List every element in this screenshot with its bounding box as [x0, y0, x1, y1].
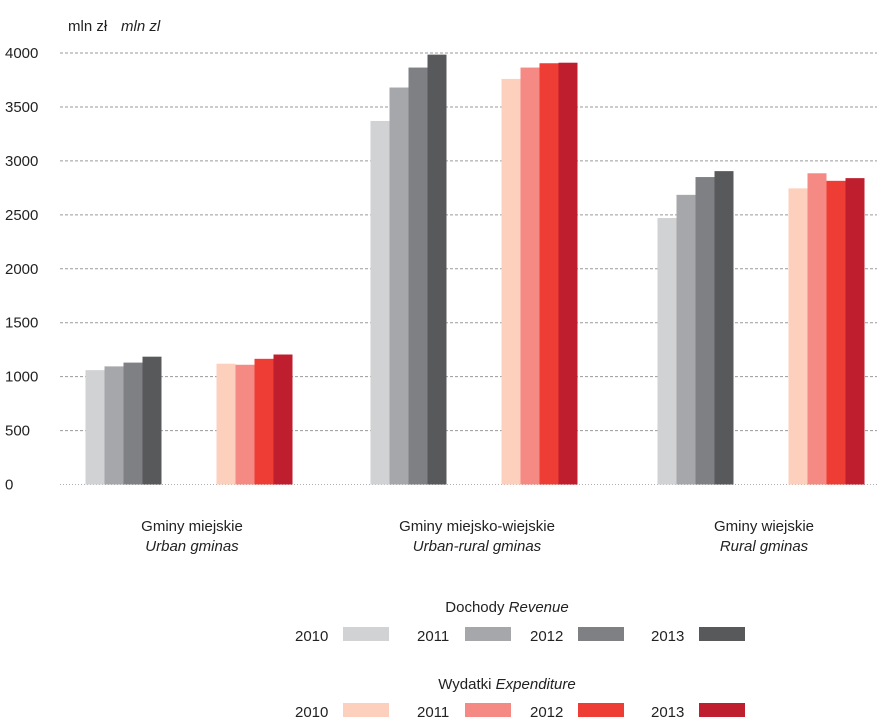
- unit-label: mln zł mln zl: [68, 18, 161, 35]
- category-label-pl: Gminy miejskie: [141, 518, 243, 535]
- legend-year-label: 2010: [295, 704, 328, 720]
- bar-revenue-2013: [427, 54, 447, 485]
- x-axis: Gminy miejskie Urban gminas Gminy miejsko-…: [141, 518, 814, 555]
- legend-year-label: 2012: [530, 704, 563, 720]
- bar-expenditure-2013: [845, 178, 865, 485]
- legend-group-title: Dochody Revenue: [445, 599, 568, 616]
- category-label-en: Rural gminas: [720, 538, 809, 555]
- legend-swatch-expenditure-2010: [343, 703, 389, 717]
- bar-expenditure-2012: [539, 63, 559, 485]
- y-tick-label: 2500: [5, 207, 38, 224]
- legend-year-label: 2012: [530, 628, 563, 645]
- legend-swatch-revenue-2012: [578, 627, 624, 641]
- bar-expenditure-2010: [788, 188, 808, 485]
- bar-expenditure-2012: [254, 358, 274, 485]
- bar-revenue-2010: [370, 120, 390, 485]
- legend-swatch-revenue-2013: [699, 627, 745, 641]
- legend-swatch-expenditure-2012: [578, 703, 624, 717]
- legend-swatch-expenditure-2011: [465, 703, 511, 717]
- legend-group-title: Wydatki Expenditure: [438, 676, 575, 693]
- y-tick-label: 0: [5, 477, 13, 494]
- bar-expenditure-2010: [501, 78, 521, 485]
- bar-revenue-2012: [408, 67, 428, 485]
- bar-expenditure-2011: [235, 364, 255, 485]
- bar-revenue-2010: [85, 370, 105, 485]
- legend-swatch-revenue-2010: [343, 627, 389, 641]
- bar-revenue-2011: [676, 194, 696, 485]
- bar-revenue-2013: [714, 171, 734, 485]
- legend-swatch-revenue-2011: [465, 627, 511, 641]
- bar-expenditure-2011: [807, 173, 827, 485]
- bar-expenditure-2012: [826, 180, 846, 485]
- category-label-pl: Gminy miejsko-wiejskie: [399, 518, 555, 535]
- legend-year-label: 2011: [417, 704, 449, 720]
- legend-year-label: 2011: [417, 628, 449, 645]
- bar-expenditure-2013: [273, 354, 293, 485]
- bar-revenue-2013: [142, 356, 162, 485]
- bars: [85, 54, 865, 485]
- bar-revenue-2011: [389, 87, 409, 485]
- legend-year-label: 2013: [651, 704, 684, 720]
- bar-revenue-2012: [695, 177, 715, 485]
- y-axis: 0 500 1000 1500 2000 2500 3000 3500 4000: [5, 45, 38, 494]
- category-label-pl: Gminy wiejskie: [714, 518, 814, 535]
- bar-revenue-2012: [123, 362, 143, 485]
- bar-revenue-2011: [104, 366, 124, 485]
- bar-revenue-2010: [657, 218, 677, 485]
- bar-expenditure-2013: [558, 62, 578, 485]
- y-tick-label: 500: [5, 423, 30, 440]
- y-tick-label: 4000: [5, 45, 38, 62]
- category-label-en: Urban-rural gminas: [413, 538, 542, 555]
- unit-label-en: mln zl: [121, 18, 161, 35]
- category-label-en: Urban gminas: [145, 538, 239, 555]
- legend-year-label: 2013: [651, 628, 684, 645]
- legend-year-label: 2010: [295, 628, 328, 645]
- y-tick-label: 3500: [5, 99, 38, 116]
- y-tick-label: 1000: [5, 369, 38, 386]
- y-tick-label: 2000: [5, 261, 38, 278]
- y-tick-label: 3000: [5, 153, 38, 170]
- unit-label-pl: mln zł: [68, 18, 108, 35]
- y-tick-label: 1500: [5, 315, 38, 332]
- gridlines: [60, 52, 877, 485]
- bar-expenditure-2010: [216, 363, 236, 485]
- bar-expenditure-2011: [520, 67, 540, 485]
- legend: Dochody Revenue 2010 2011 2012 2013 Wydatki E…: [295, 599, 745, 720]
- legend-swatch-expenditure-2013: [699, 703, 745, 717]
